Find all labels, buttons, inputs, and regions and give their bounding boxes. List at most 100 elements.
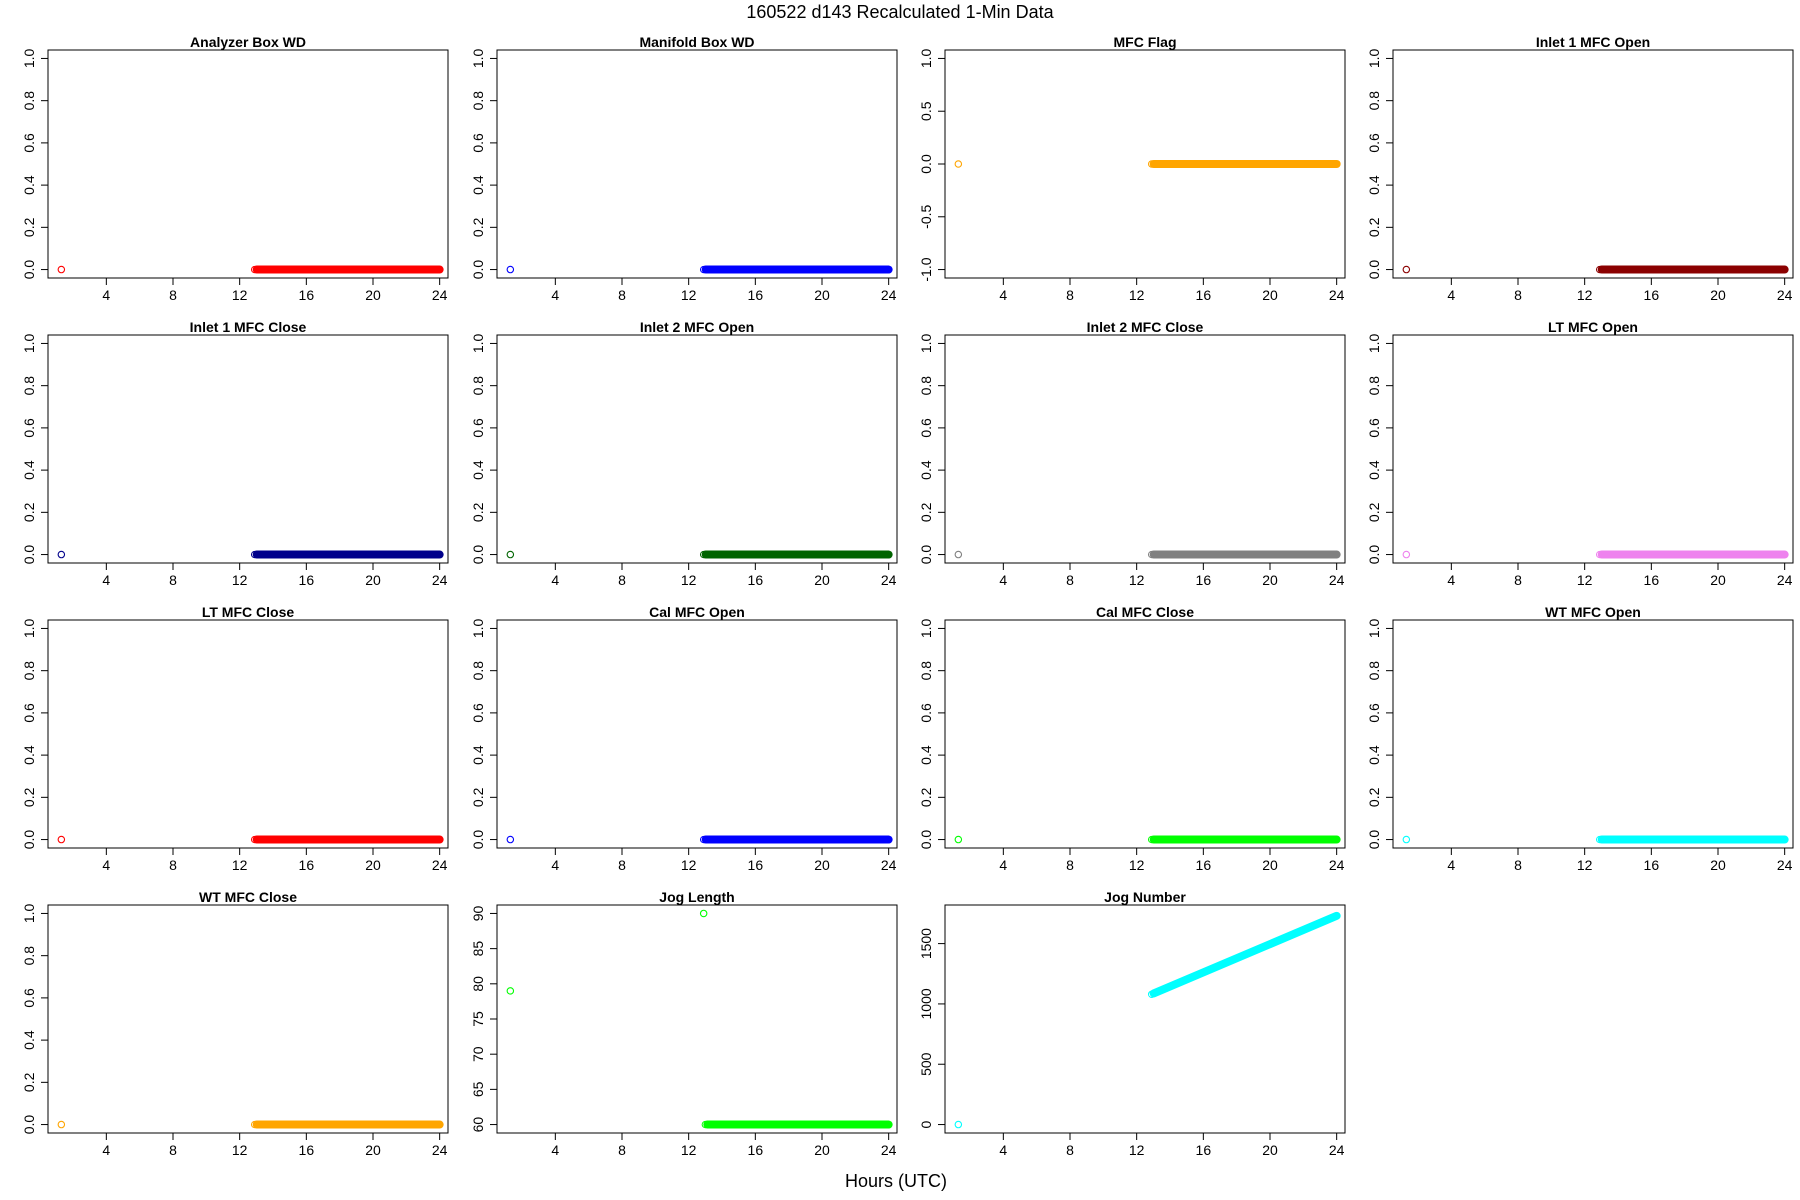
panel-title: LT MFC Open	[1548, 319, 1638, 335]
x-tick-label: 24	[881, 287, 897, 303]
x-tick-label: 4	[102, 287, 110, 303]
x-tick-label: 24	[1329, 572, 1345, 588]
y-tick-label: 1.0	[470, 619, 486, 639]
y-tick-label: 0.0	[21, 545, 37, 565]
y-tick-label: 0.4	[21, 1030, 37, 1050]
y-tick-label: 0.2	[21, 787, 37, 807]
x-axis: 4 8 12 16 20 24	[1447, 848, 1793, 873]
y-tick-label: 0.6	[918, 703, 934, 723]
panel-8: LT MFC Open 4 8 12 16 20 24 0.0 0.2 0.4 0.6 0.8 1.0	[1366, 319, 1794, 588]
x-tick-label: 24	[432, 857, 448, 873]
data-point	[57, 835, 66, 844]
x-tick-label: 8	[169, 1142, 177, 1158]
x-tick-label: 4	[551, 857, 559, 873]
x-tick-label: 12	[681, 287, 697, 303]
x-tick-label: 4	[1447, 287, 1455, 303]
data-point	[506, 835, 515, 844]
y-tick-label: 1000	[918, 988, 934, 1019]
y-tick-label: 1500	[918, 928, 934, 959]
y-tick-label: 0.8	[21, 661, 37, 681]
y-tick-label: 1.0	[1366, 49, 1382, 69]
panel-11: Cal MFC Close 4 8 12 16 20 24 0.0 0.2 0.4 0.6 0.8 1.…	[918, 604, 1346, 873]
plot-frame	[496, 49, 898, 279]
x-tick-label: 12	[1129, 572, 1145, 588]
x-tick-label: 20	[814, 857, 830, 873]
panel-1: Analyzer Box WD 4 8 12 16 20 24 0.0 0.2 0.4 0.6 0.8…	[21, 34, 449, 303]
y-tick-label: 0.6	[1366, 133, 1382, 153]
x-tick-label: 16	[299, 1142, 315, 1158]
y-tick-label: 0.6	[21, 988, 37, 1008]
y-tick-label: 0.8	[1366, 661, 1382, 681]
x-tick-label: 12	[681, 857, 697, 873]
y-tick-label: 0.0	[21, 1115, 37, 1135]
plot-frame	[496, 904, 898, 1134]
x-tick-label: 16	[1196, 572, 1212, 588]
y-tick-label: 1.0	[21, 619, 37, 639]
y-tick-label: 0.4	[918, 460, 934, 480]
x-tick-label: 12	[232, 857, 248, 873]
x-axis: 4 8 12 16 20 24	[999, 278, 1345, 303]
y-axis: 0.0 0.2 0.4 0.6 0.8 1.0	[21, 904, 48, 1135]
data-series	[506, 550, 893, 559]
data-series	[506, 909, 893, 1129]
y-tick-label: 90	[470, 905, 486, 921]
panel-title: MFC Flag	[1114, 34, 1177, 50]
x-axis: 4 8 12 16 20 24	[999, 848, 1345, 873]
y-tick-label: 0.6	[1366, 703, 1382, 723]
x-tick-label: 20	[814, 1142, 830, 1158]
plot-frame	[1392, 334, 1794, 564]
x-tick-label: 24	[881, 572, 897, 588]
panel-2: Manifold Box WD 4 8 12 16 20 24 0.0 0.2 0.4 0.6 0.8…	[470, 34, 898, 303]
y-tick-label: 75	[470, 1011, 486, 1027]
y-tick-label: 0.6	[21, 418, 37, 438]
panel-title: WT MFC Open	[1545, 604, 1641, 620]
y-tick-label: 65	[470, 1081, 486, 1097]
data-point	[954, 1120, 963, 1129]
data-series	[57, 1120, 444, 1129]
y-tick-label: 1.0	[470, 49, 486, 69]
x-tick-label: 8	[169, 572, 177, 588]
y-tick-label: 0.0	[1366, 545, 1382, 565]
y-tick-label: 85	[470, 941, 486, 957]
panel-13: WT MFC Close 4 8 12 16 20 24 0.0 0.2 0.4 0.6 0.8 1.0	[21, 889, 449, 1158]
y-tick-label: 1.0	[21, 904, 37, 924]
plot-frame	[944, 619, 1346, 849]
panels-grid: Analyzer Box WD 4 8 12 16 20 24 0.0 0.2 0.4 0.6 0.8…	[21, 34, 1794, 1158]
plot-frame	[1392, 619, 1794, 849]
x-tick-label: 16	[299, 572, 315, 588]
data-point	[1402, 835, 1411, 844]
x-tick-label: 24	[881, 1142, 897, 1158]
y-tick-label: 0.8	[1366, 376, 1382, 396]
y-tick-label: 0.0	[1366, 830, 1382, 850]
data-point	[57, 265, 66, 274]
y-axis: 0.0 0.2 0.4 0.6 0.8 1.0	[21, 334, 48, 565]
x-tick-label: 20	[365, 857, 381, 873]
x-tick-label: 16	[748, 857, 764, 873]
y-tick-label: 0.8	[21, 91, 37, 111]
panel-title: Inlet 1 MFC Close	[190, 319, 307, 335]
data-point	[1402, 265, 1411, 274]
x-tick-label: 4	[999, 1142, 1007, 1158]
y-tick-label: 0.4	[21, 745, 37, 765]
x-tick-label: 16	[1644, 287, 1660, 303]
x-axis: 4 8 12 16 20 24	[999, 563, 1345, 588]
data-series	[57, 550, 444, 559]
y-tick-label: 1.0	[470, 334, 486, 354]
y-tick-label: 0.4	[470, 745, 486, 765]
x-tick-label: 24	[1329, 1142, 1345, 1158]
data-point	[506, 550, 515, 559]
y-tick-label: 0.4	[21, 175, 37, 195]
x-axis: 4 8 12 16 20 24	[102, 563, 448, 588]
x-axis: 4 8 12 16 20 24	[102, 848, 448, 873]
x-tick-label: 4	[999, 857, 1007, 873]
y-tick-label: 0.0	[21, 260, 37, 280]
y-tick-label: 0.4	[1366, 175, 1382, 195]
x-tick-label: 4	[551, 1142, 559, 1158]
data-point	[954, 835, 963, 844]
data-series	[57, 265, 444, 274]
y-tick-label: 0.2	[21, 217, 37, 237]
y-axis: 0.0 0.2 0.4 0.6 0.8 1.0	[918, 334, 945, 564]
y-tick-label: -0.5	[918, 205, 934, 229]
x-tick-label: 24	[1329, 287, 1345, 303]
